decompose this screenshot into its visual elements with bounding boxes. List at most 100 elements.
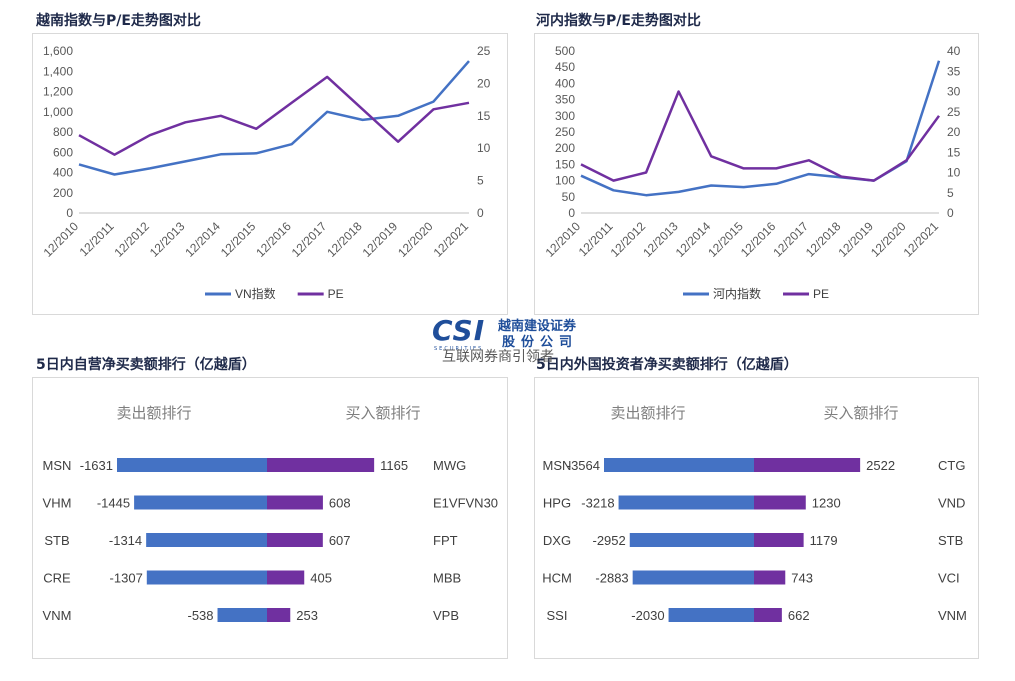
- buy-stock-name: CTG: [938, 458, 965, 473]
- buy-value-label: 662: [788, 608, 810, 623]
- sell-stock-name: HCM: [542, 571, 572, 586]
- buy-value-label: 608: [329, 496, 351, 511]
- watermark-text: 互联网券商引领者: [442, 349, 554, 365]
- left-axis-tick-label: 150: [555, 157, 575, 171]
- buy-ranking-header: 买入额排行: [823, 404, 898, 422]
- right-axis-tick-label: 10: [477, 141, 491, 155]
- legend-entry: 河内指数: [713, 286, 761, 301]
- right-axis-tick-label: 25: [947, 105, 961, 119]
- legend-entry: PE: [813, 287, 829, 301]
- buy-bar: [754, 608, 782, 622]
- sell-stock-name: MSN: [543, 458, 572, 473]
- sell-stock-name: STB: [44, 533, 69, 548]
- sell-value-label: -3218: [581, 496, 614, 511]
- buy-bar: [267, 570, 305, 585]
- buy-stock-name: STB: [938, 533, 963, 548]
- left-axis-tick-label: 350: [555, 93, 575, 107]
- right-axis-tick-label: 20: [947, 125, 961, 139]
- sell-value-label: -1314: [109, 533, 142, 548]
- buy-bar: [754, 495, 806, 510]
- buy-bar: [267, 495, 323, 510]
- x-axis-tick-label: 12/2011: [77, 219, 117, 259]
- right-axis-tick-label: 5: [947, 186, 954, 200]
- buy-value-label: 253: [296, 608, 318, 623]
- sell-bar: [618, 495, 754, 510]
- sell-value-label: -2883: [595, 571, 628, 586]
- right-axis-tick-label: 20: [477, 76, 491, 90]
- series-line-pe: [580, 90, 941, 182]
- right-axis-tick-label: 40: [947, 44, 961, 58]
- buy-stock-name: VCI: [938, 571, 960, 586]
- sell-value-label: -2030: [631, 608, 664, 623]
- x-axis-tick-label: 12/2013: [640, 219, 681, 260]
- x-axis-tick-label: 12/2015: [218, 219, 259, 260]
- buy-bar: [267, 458, 375, 472]
- left-axis-tick-label: 1,200: [43, 85, 73, 99]
- x-axis-tick-label: 12/2010: [41, 219, 82, 260]
- buy-bar: [754, 570, 786, 585]
- buy-stock-name: VNM: [938, 608, 967, 623]
- right-axis-tick-label: 35: [947, 64, 961, 78]
- sell-stock-name: MSN: [43, 458, 72, 473]
- sell-bar: [629, 533, 754, 547]
- left-axis-tick-label: 400: [555, 76, 575, 90]
- right-axis-tick-label: 5: [477, 174, 484, 188]
- hn-chart-title: 河内指数与P/E走势图对比: [536, 13, 701, 29]
- x-axis-tick-label: 12/2016: [253, 219, 294, 260]
- legend-entry: VN指数: [235, 286, 276, 301]
- x-axis-tick-label: 12/2021: [431, 219, 472, 260]
- buy-stock-name: VND: [938, 496, 965, 511]
- series-line-index: [78, 60, 470, 176]
- sell-bar: [217, 608, 267, 622]
- right-axis-tick-label: 0: [947, 206, 954, 220]
- hn-index-pe-chart: 0 50 100 150 200 250 300 350 400 450 500 0 5 10 15 20 25…: [543, 44, 961, 301]
- sell-stock-name: HPG: [543, 496, 571, 511]
- sell-stock-name: CRE: [43, 571, 71, 586]
- sell-bar: [146, 570, 267, 585]
- buy-bar: [754, 533, 804, 547]
- buy-stock-name: MBB: [433, 571, 461, 586]
- left-axis-tick-label: 0: [568, 206, 575, 220]
- x-axis-tick-label: 12/2012: [608, 219, 649, 260]
- x-axis-tick-label: 12/2017: [289, 219, 330, 260]
- left-axis-tick-label: 1,400: [43, 64, 73, 78]
- left-axis-tick-label: 450: [555, 60, 575, 74]
- left-axis-tick-label: 300: [555, 109, 575, 123]
- vn-index-pe-chart: 0 200 400 600 800 1,000 1,200 1,400 1,600 0 5 10 15 2…: [41, 44, 491, 301]
- sell-stock-name: DXG: [543, 533, 571, 548]
- x-axis-tick-label: 12/2020: [395, 219, 436, 260]
- legend-entry: PE: [328, 287, 344, 301]
- left-axis-tick-label: 250: [555, 125, 575, 139]
- right-axis-tick-label: 15: [477, 109, 491, 123]
- x-axis-tick-label: 12/2018: [324, 219, 365, 260]
- vn-chart-title: 越南指数与P/E走势图对比: [36, 13, 201, 29]
- sell-value-label: -1631: [80, 458, 113, 473]
- x-axis-tick-label: 12/2016: [738, 219, 779, 260]
- right-axis-tick-label: 15: [947, 145, 961, 159]
- x-axis-tick-label: 12/2013: [147, 219, 188, 260]
- sell-bar: [146, 533, 267, 547]
- buy-value-label: 2522: [866, 458, 895, 473]
- left-axis-tick-label: 50: [562, 190, 576, 204]
- x-axis-tick-label: 12/2021: [901, 219, 942, 260]
- x-axis-tick-label: 12/2020: [868, 219, 909, 260]
- buy-value-label: 405: [310, 571, 332, 586]
- sell-value-label: -3564: [567, 458, 600, 473]
- buy-stock-name: E1VFVN30: [433, 496, 498, 511]
- vn-chart-panel: 0 200 400 600 800 1,000 1,200 1,400 1,600 0 5 10 15 2…: [32, 33, 508, 315]
- buy-stock-name: MWG: [433, 458, 466, 473]
- left-axis-tick-label: 100: [555, 174, 575, 188]
- sell-ranking-header: 卖出额排行: [116, 404, 191, 422]
- left-axis-tick-label: 1,600: [43, 44, 73, 58]
- sell-stock-name: SSI: [547, 608, 568, 623]
- logo-sub: SECURITIES: [434, 346, 484, 352]
- left-axis-tick-label: 400: [53, 166, 73, 180]
- foreign-trading-panel: 卖出额排行 买入额排行 -3564 MSN -3218 HPG -2952 DXG -2883 H…: [534, 377, 979, 659]
- buy-value-label: 743: [791, 571, 813, 586]
- buy-stock-name: FPT: [433, 533, 458, 548]
- x-axis-tick-label: 12/2015: [705, 219, 746, 260]
- x-axis-tick-label: 12/2019: [360, 219, 401, 260]
- self-trading-title: 5日内自营净买卖额排行（亿越盾）: [36, 357, 256, 373]
- right-axis-tick-label: 30: [947, 85, 961, 99]
- sell-bar: [117, 458, 267, 472]
